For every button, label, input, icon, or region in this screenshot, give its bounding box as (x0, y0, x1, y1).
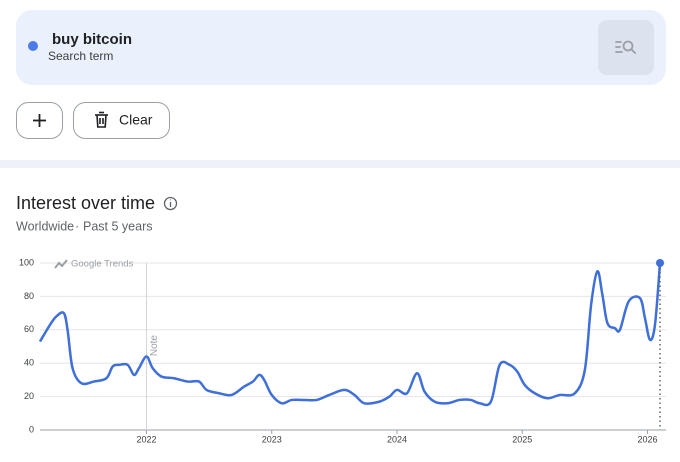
annotation-label: Note (149, 335, 160, 357)
search-icon (615, 40, 636, 54)
chart: 0 20 40 60 80 100 2022 2023 2024 2025 2026 Note Goog… (19, 257, 666, 444)
trash-icon (95, 111, 108, 128)
x-tick-label: 2026 (637, 434, 657, 444)
search-label: Search term (48, 49, 113, 63)
x-tick-label: 2022 (136, 434, 156, 444)
y-tick-label: 0 (29, 424, 34, 434)
x-tick-label: 2023 (262, 434, 282, 444)
y-tick-label: 20 (24, 391, 34, 401)
last-point (656, 259, 664, 267)
search-card[interactable] (16, 10, 666, 85)
divider (0, 160, 680, 168)
y-tick-label: 80 (24, 291, 34, 301)
watermark: Google Trends (71, 259, 134, 270)
x-tick-label: 2025 (512, 434, 532, 444)
plus-icon (33, 114, 46, 127)
y-tick-label: 40 (24, 358, 34, 368)
section-title: Interest over time (16, 193, 155, 213)
search-term[interactable]: buy bitcoin (52, 31, 132, 48)
series-line (38, 262, 662, 407)
series-dot (28, 41, 38, 51)
region: Worldwide (16, 219, 74, 233)
y-tick-label: 60 (24, 324, 34, 334)
clear-button[interactable] (73, 102, 170, 139)
y-tick-label: 100 (19, 257, 34, 267)
period: Past 5 years (83, 219, 152, 233)
clear-label[interactable]: Clear (119, 112, 153, 128)
x-tick-label: 2024 (387, 434, 407, 444)
separator: · (75, 219, 79, 233)
search-button[interactable] (598, 20, 654, 75)
info-icon[interactable] (163, 196, 178, 211)
watermark-icon (54, 259, 68, 269)
